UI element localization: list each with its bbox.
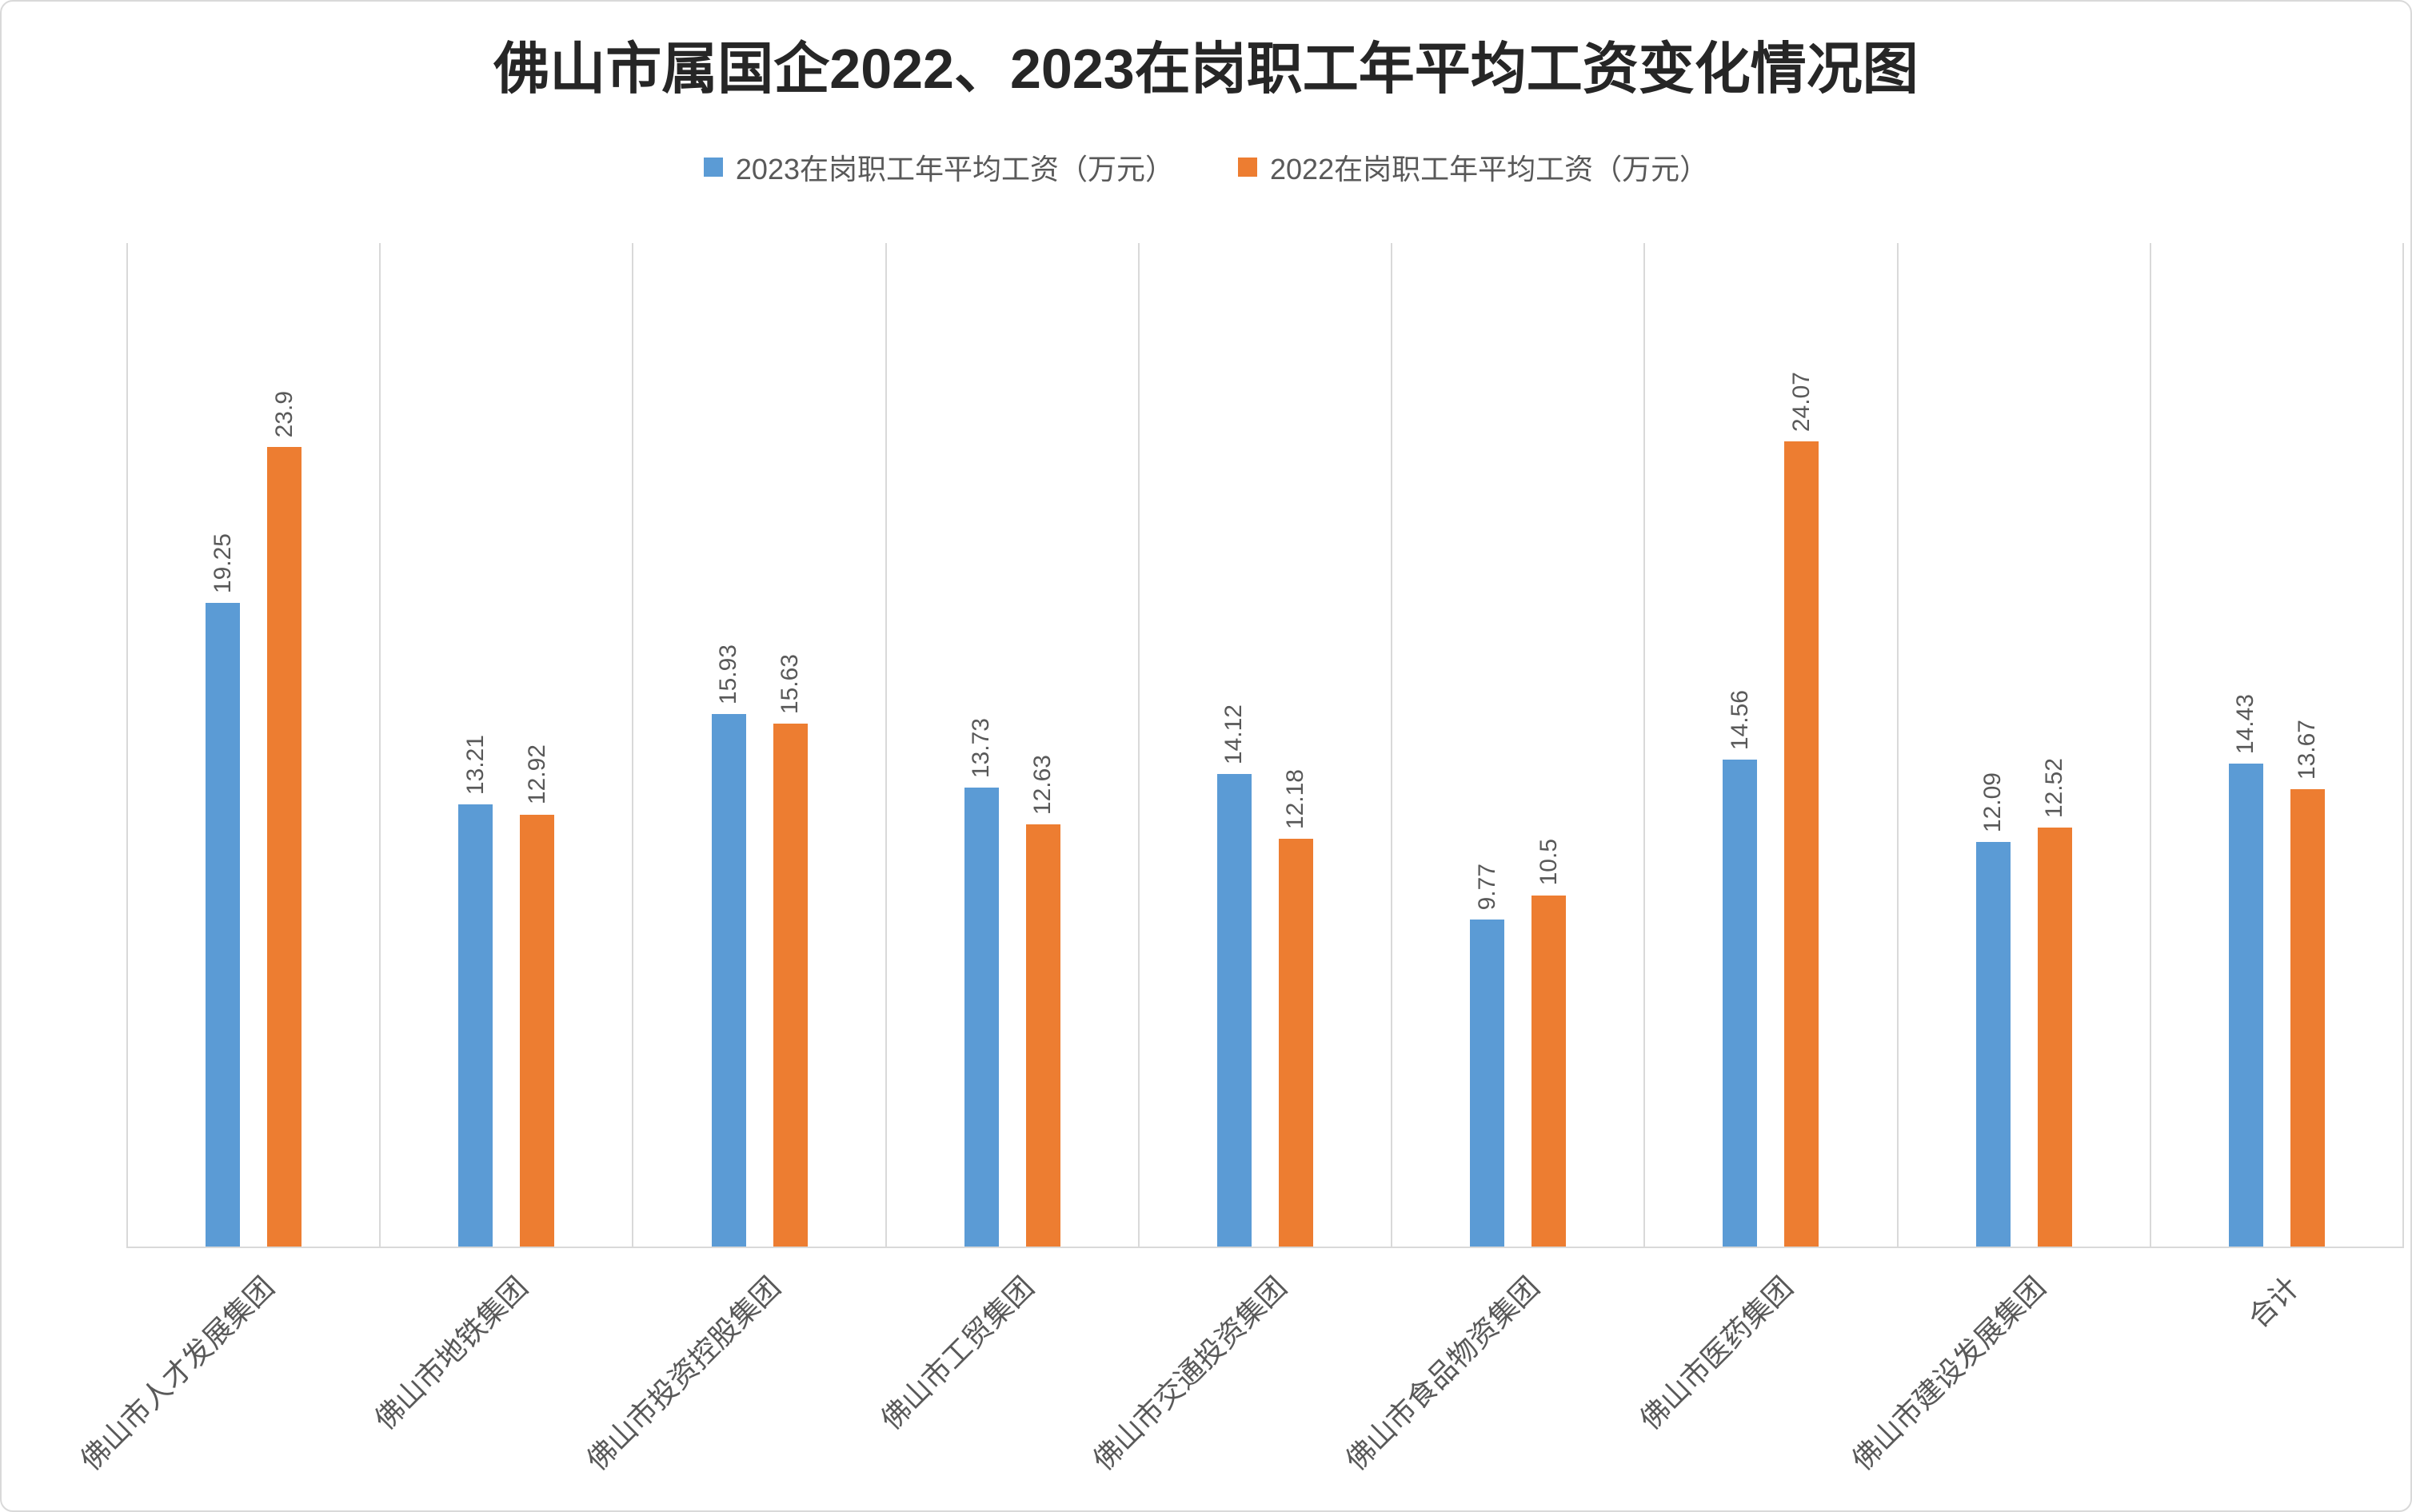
legend: 2023在岗职工年平均工资（万元） 2022在岗职工年平均工资（万元） [2,146,2410,188]
bar [1470,920,1505,1247]
category-cell: 佛山市食品物资集团 [1340,1248,1644,1504]
chart-title: 佛山市属国企2022、2023在岗职工年平均工资变化情况图 [493,38,1919,100]
bar-column: 13.73 [964,243,999,1247]
legend-item-2023: 2023在岗职工年平均工资（万元） [703,146,1174,188]
bar-value-label: 12.52 [2041,758,2068,819]
bar-column: 14.56 [1723,243,1758,1247]
bar [458,804,493,1247]
category-cell: 佛山市投资控股集团 [581,1248,885,1504]
bar-group: 12.09 12.52 [1896,243,2150,1247]
bar-column: 13.67 [2290,243,2325,1247]
bar [1784,441,1819,1247]
bar-value-label: 14.56 [1726,689,1753,750]
bar-column: 12.52 [2037,243,2072,1247]
bar [2228,764,2263,1247]
category-cell: 合计 [2151,1248,2404,1504]
bar [2290,789,2325,1247]
bar [2037,828,2072,1247]
bar-column: 19.25 [206,243,241,1247]
bar-column: 14.12 [1216,243,1252,1247]
legend-swatch-2022 [1238,158,1257,177]
bar-column: 23.9 [267,243,302,1247]
plot-wrap: 19.25 23.9 13.21 12.92 15.93 15.63 13.73 12.63 1… [74,243,2404,1504]
bar [1025,824,1060,1247]
bar-column: 12.92 [520,243,555,1247]
bar-value-label: 13.21 [461,735,489,796]
bar [1531,895,1567,1247]
bar-value-label: 24.07 [1787,372,1815,433]
bar [1723,759,1758,1247]
bar-group: 15.93 15.63 [632,243,885,1247]
bar [1278,839,1313,1247]
bar [711,713,746,1247]
bar-column: 15.93 [711,243,746,1247]
legend-swatch-2023 [703,158,723,177]
bar [1216,774,1252,1247]
bar-group: 19.25 23.9 [126,243,379,1247]
bar-value-label: 14.12 [1220,704,1248,765]
plot-area: 19.25 23.9 13.21 12.92 15.93 15.63 13.73 12.63 1… [126,243,2404,1248]
bar-group: 13.21 12.92 [379,243,632,1247]
bar-group: 9.77 10.5 [1391,243,1643,1247]
bar-value-label: 13.73 [968,717,995,778]
bar-column: 12.18 [1278,243,1313,1247]
legend-item-2022: 2022在岗职工年平均工资（万元） [1238,146,1708,188]
category-label: 合计 [2241,1270,2306,1334]
bar [520,814,555,1247]
bar-group: 14.56 24.07 [1643,243,1896,1247]
bar [267,447,302,1247]
bar-value-label: 15.93 [715,644,742,704]
bar [1975,842,2011,1247]
bar-column: 15.63 [773,243,808,1247]
bar-column: 12.63 [1025,243,1060,1247]
bar-column: 13.21 [458,243,493,1247]
bar-value-label: 23.9 [270,390,298,438]
bar-value-label: 14.43 [2232,694,2259,755]
category-cell: 佛山市人才发展集团 [74,1248,379,1504]
bar-value-label: 12.92 [523,744,550,805]
bar-value-label: 19.25 [209,533,236,593]
category-label: 佛山市工贸集团 [873,1270,1040,1436]
category-label: 佛山市医药集团 [1633,1270,1799,1436]
bar-column: 9.77 [1470,243,1505,1247]
legend-label-2023: 2023在岗职工年平均工资（万元） [735,153,1174,186]
bar-value-label: 15.63 [777,654,804,715]
bar [206,602,241,1247]
bar-value-label: 12.18 [1282,769,1309,830]
bar-group: 13.73 12.63 [885,243,1138,1247]
bar-column: 12.09 [1975,243,2011,1247]
bar-value-label: 12.09 [1979,772,2007,833]
bar-column: 24.07 [1784,243,1819,1247]
category-cell: 佛山市建设发展集团 [1846,1248,2150,1504]
bar-value-label: 9.77 [1473,863,1500,911]
category-label: 佛山市地铁集团 [368,1270,534,1436]
category-label: 佛山市人才发展集团 [74,1270,281,1477]
bar [964,787,999,1247]
legend-label-2022: 2022在岗职工年平均工资（万元） [1270,153,1709,186]
category-axis: 佛山市人才发展集团 佛山市地铁集团 佛山市投资控股集团 佛山市工贸集团 佛山市交通投资集… [74,1248,2404,1504]
bar [773,724,808,1247]
bar-group: 14.12 12.18 [1137,243,1391,1247]
bar-value-label: 12.63 [1029,754,1056,815]
bar-value-label: 13.67 [2294,720,2321,780]
bar-column: 10.5 [1531,243,1567,1247]
bar-group: 14.43 13.67 [2149,243,2402,1247]
bar-column: 14.43 [2228,243,2263,1247]
bar-value-label: 10.5 [1535,839,1562,886]
